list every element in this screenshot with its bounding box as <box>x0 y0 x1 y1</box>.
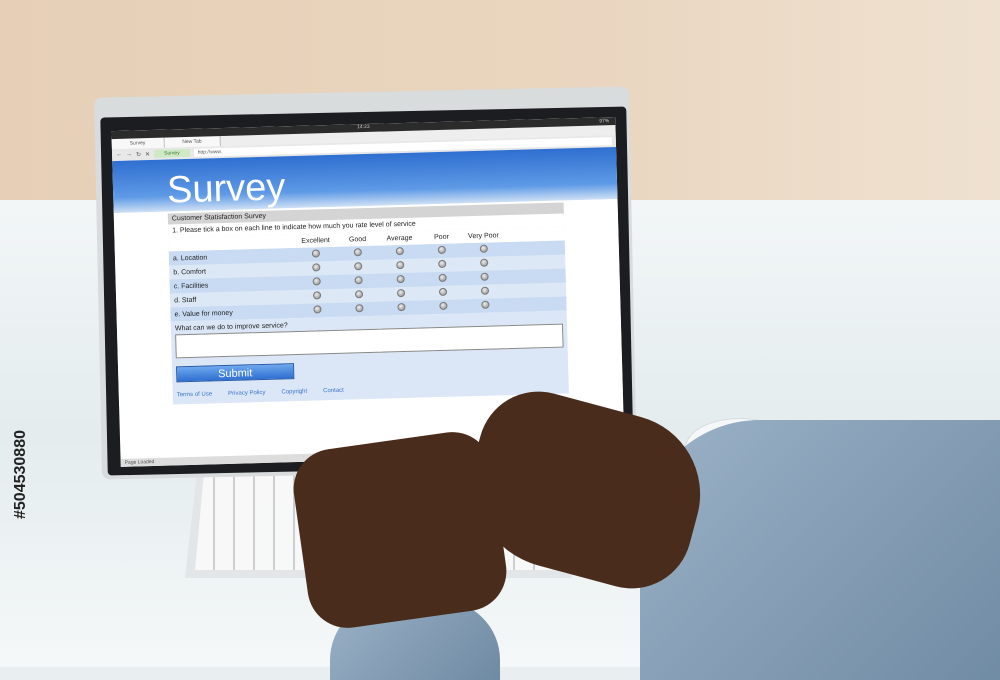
link-copyright[interactable]: Copyright <box>281 388 308 396</box>
radio-button[interactable] <box>438 273 447 283</box>
radio-button[interactable] <box>439 301 448 311</box>
radio-button[interactable] <box>481 300 490 309</box>
rating-grid: Excellent Good Average Poor Very Poor a.… <box>168 226 567 322</box>
radio-button[interactable] <box>396 260 405 270</box>
forward-icon[interactable]: → <box>125 151 133 158</box>
radio-button[interactable] <box>480 258 489 267</box>
clock: 14:23 <box>357 123 370 131</box>
link-privacy[interactable]: Privacy Policy <box>228 389 266 397</box>
radio-button[interactable] <box>396 288 406 298</box>
radio-button[interactable] <box>480 272 489 281</box>
sleeve-right <box>640 420 1000 680</box>
back-icon[interactable]: ← <box>115 151 123 158</box>
radio-button[interactable] <box>312 291 322 300</box>
radio-button[interactable] <box>354 262 363 271</box>
radio-button[interactable] <box>312 277 321 286</box>
column-header: Excellent <box>301 236 330 245</box>
radio-button[interactable] <box>353 248 362 257</box>
watermark-id: #504530880 <box>12 430 29 519</box>
radio-button[interactable] <box>355 304 364 313</box>
radio-button[interactable] <box>395 246 404 256</box>
radio-button[interactable] <box>311 249 321 258</box>
radio-button[interactable] <box>480 286 490 295</box>
battery: 97% <box>599 118 610 125</box>
column-header: Poor <box>433 233 449 241</box>
column-header: Good <box>348 235 367 244</box>
footer-links: Terms of Use Privacy Policy Copyright Co… <box>177 382 565 399</box>
close-icon[interactable]: ✕ <box>145 151 151 158</box>
radio-button[interactable] <box>437 245 446 255</box>
link-terms[interactable]: Terms of Use <box>176 391 213 399</box>
item-label: d. Staff <box>174 296 197 304</box>
column-header: Very Poor <box>468 231 499 240</box>
feedback-form: What can we do to improve service? Submi… <box>170 310 569 405</box>
radio-button[interactable] <box>312 263 321 272</box>
radio-button[interactable] <box>438 259 447 269</box>
tab-new[interactable]: New Tab <box>164 136 221 148</box>
radio-button[interactable] <box>479 244 488 253</box>
item-label: a. Location <box>172 253 208 262</box>
radio-button[interactable] <box>438 287 448 297</box>
radio-button[interactable] <box>396 274 405 284</box>
link-contact[interactable]: Contact <box>323 387 344 395</box>
radio-button[interactable] <box>354 276 363 285</box>
radio-button[interactable] <box>397 302 406 312</box>
tab-survey[interactable]: Survey <box>111 137 165 150</box>
item-label: c. Facilities <box>173 281 209 290</box>
site-identity: Survey <box>154 148 190 158</box>
radio-button[interactable] <box>354 290 364 299</box>
reload-icon[interactable]: ↻ <box>135 151 142 158</box>
radio-button[interactable] <box>313 305 322 314</box>
item-label: b. Comfort <box>173 268 207 276</box>
column-header: Average <box>386 234 413 242</box>
submit-button[interactable]: Submit <box>176 363 295 383</box>
item-label: e. Value for money <box>174 309 233 318</box>
